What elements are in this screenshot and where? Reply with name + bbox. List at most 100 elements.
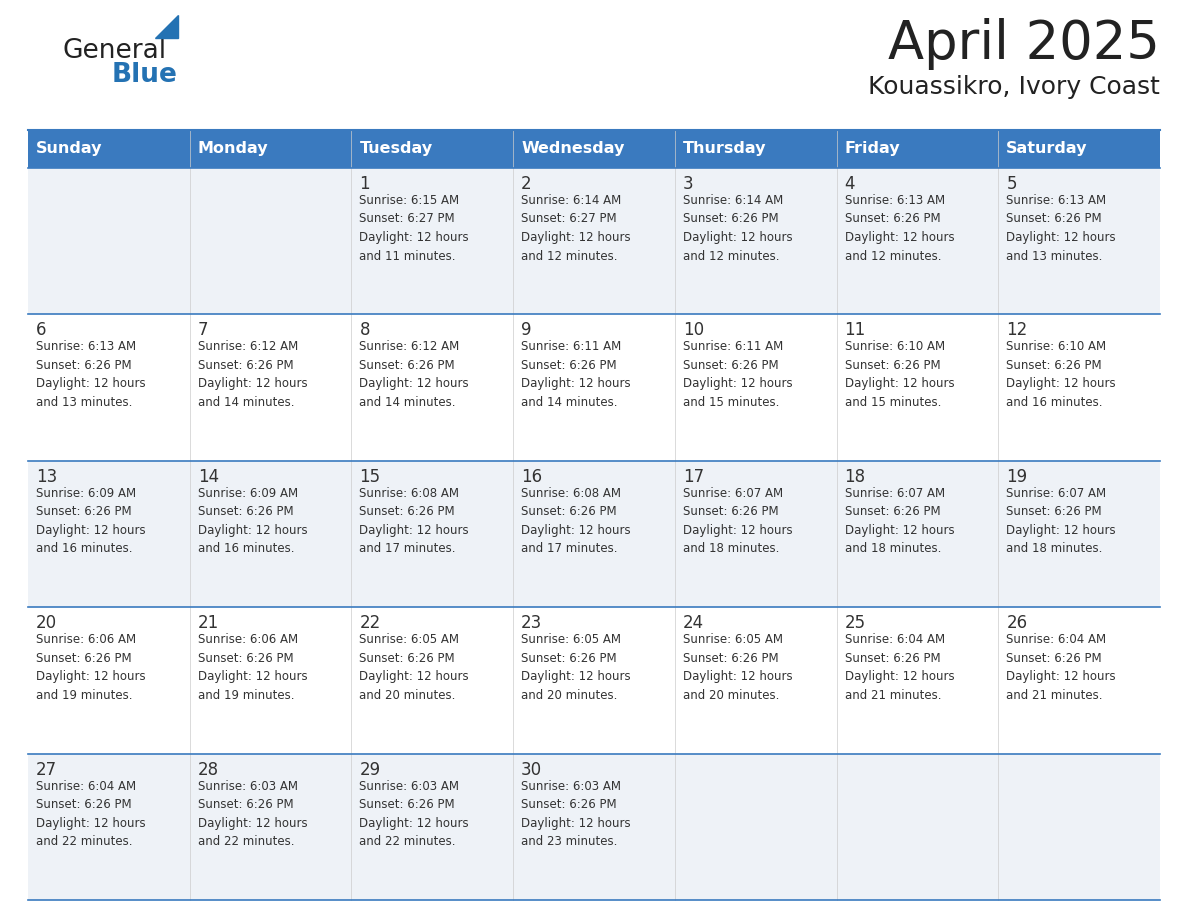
Bar (998, 168, 1159, 314)
Polygon shape (154, 15, 178, 38)
Bar (513, 461, 675, 607)
Bar (998, 461, 1159, 607)
Text: Sunrise: 6:08 AM
Sunset: 6:26 PM
Daylight: 12 hours
and 17 minutes.: Sunrise: 6:08 AM Sunset: 6:26 PM Dayligh… (360, 487, 469, 555)
Bar (513, 168, 675, 314)
Bar (836, 130, 998, 168)
Text: General: General (62, 38, 166, 64)
Bar (513, 314, 675, 461)
Text: Sunrise: 6:06 AM
Sunset: 6:26 PM
Daylight: 12 hours
and 19 minutes.: Sunrise: 6:06 AM Sunset: 6:26 PM Dayligh… (197, 633, 308, 701)
Bar (998, 754, 1159, 900)
Text: 11: 11 (845, 321, 866, 340)
Bar (998, 607, 1159, 754)
Text: Sunrise: 6:04 AM
Sunset: 6:26 PM
Daylight: 12 hours
and 21 minutes.: Sunrise: 6:04 AM Sunset: 6:26 PM Dayligh… (845, 633, 954, 701)
Text: 2: 2 (522, 175, 532, 193)
Text: Wednesday: Wednesday (522, 141, 625, 156)
Text: 3: 3 (683, 175, 694, 193)
Text: 6: 6 (36, 321, 46, 340)
Text: 13: 13 (36, 468, 57, 486)
Text: 18: 18 (845, 468, 866, 486)
Text: Sunday: Sunday (36, 141, 102, 156)
Bar (190, 314, 352, 461)
Bar (352, 754, 513, 900)
Text: 22: 22 (360, 614, 380, 633)
Bar (29, 461, 190, 607)
Bar (352, 130, 513, 168)
Bar (352, 314, 513, 461)
Text: Sunrise: 6:03 AM
Sunset: 6:26 PM
Daylight: 12 hours
and 22 minutes.: Sunrise: 6:03 AM Sunset: 6:26 PM Dayligh… (360, 779, 469, 848)
Bar (352, 607, 513, 754)
Text: Sunrise: 6:11 AM
Sunset: 6:26 PM
Daylight: 12 hours
and 15 minutes.: Sunrise: 6:11 AM Sunset: 6:26 PM Dayligh… (683, 341, 792, 409)
Bar (190, 130, 352, 168)
Text: 29: 29 (360, 761, 380, 778)
Text: Thursday: Thursday (683, 141, 766, 156)
Text: 5: 5 (1006, 175, 1017, 193)
Bar (513, 130, 675, 168)
Bar (190, 754, 352, 900)
Text: Sunrise: 6:07 AM
Sunset: 6:26 PM
Daylight: 12 hours
and 18 minutes.: Sunrise: 6:07 AM Sunset: 6:26 PM Dayligh… (683, 487, 792, 555)
Text: 10: 10 (683, 321, 704, 340)
Bar (836, 168, 998, 314)
Bar (352, 461, 513, 607)
Text: Sunrise: 6:04 AM
Sunset: 6:26 PM
Daylight: 12 hours
and 22 minutes.: Sunrise: 6:04 AM Sunset: 6:26 PM Dayligh… (36, 779, 146, 848)
Text: Sunrise: 6:07 AM
Sunset: 6:26 PM
Daylight: 12 hours
and 18 minutes.: Sunrise: 6:07 AM Sunset: 6:26 PM Dayligh… (845, 487, 954, 555)
Bar (836, 754, 998, 900)
Bar (513, 607, 675, 754)
Text: Sunrise: 6:13 AM
Sunset: 6:26 PM
Daylight: 12 hours
and 12 minutes.: Sunrise: 6:13 AM Sunset: 6:26 PM Dayligh… (845, 194, 954, 263)
Bar (190, 461, 352, 607)
Text: Sunrise: 6:12 AM
Sunset: 6:26 PM
Daylight: 12 hours
and 14 minutes.: Sunrise: 6:12 AM Sunset: 6:26 PM Dayligh… (197, 341, 308, 409)
Text: April 2025: April 2025 (889, 18, 1159, 70)
Text: Friday: Friday (845, 141, 901, 156)
Text: Sunrise: 6:07 AM
Sunset: 6:26 PM
Daylight: 12 hours
and 18 minutes.: Sunrise: 6:07 AM Sunset: 6:26 PM Dayligh… (1006, 487, 1116, 555)
Text: 27: 27 (36, 761, 57, 778)
Bar (29, 754, 190, 900)
Text: Sunrise: 6:10 AM
Sunset: 6:26 PM
Daylight: 12 hours
and 16 minutes.: Sunrise: 6:10 AM Sunset: 6:26 PM Dayligh… (1006, 341, 1116, 409)
Text: Sunrise: 6:13 AM
Sunset: 6:26 PM
Daylight: 12 hours
and 13 minutes.: Sunrise: 6:13 AM Sunset: 6:26 PM Dayligh… (36, 341, 146, 409)
Bar (29, 314, 190, 461)
Text: 1: 1 (360, 175, 369, 193)
Text: 21: 21 (197, 614, 219, 633)
Bar (675, 314, 836, 461)
Bar (675, 754, 836, 900)
Text: Blue: Blue (112, 62, 178, 88)
Bar (352, 168, 513, 314)
Text: Sunrise: 6:05 AM
Sunset: 6:26 PM
Daylight: 12 hours
and 20 minutes.: Sunrise: 6:05 AM Sunset: 6:26 PM Dayligh… (360, 633, 469, 701)
Text: 28: 28 (197, 761, 219, 778)
Text: 19: 19 (1006, 468, 1028, 486)
Text: Sunrise: 6:10 AM
Sunset: 6:26 PM
Daylight: 12 hours
and 15 minutes.: Sunrise: 6:10 AM Sunset: 6:26 PM Dayligh… (845, 341, 954, 409)
Bar (29, 130, 190, 168)
Text: Saturday: Saturday (1006, 141, 1088, 156)
Text: 4: 4 (845, 175, 855, 193)
Text: 16: 16 (522, 468, 542, 486)
Text: 26: 26 (1006, 614, 1028, 633)
Bar (998, 314, 1159, 461)
Text: Sunrise: 6:05 AM
Sunset: 6:26 PM
Daylight: 12 hours
and 20 minutes.: Sunrise: 6:05 AM Sunset: 6:26 PM Dayligh… (683, 633, 792, 701)
Text: 12: 12 (1006, 321, 1028, 340)
Bar (675, 130, 836, 168)
Text: Sunrise: 6:06 AM
Sunset: 6:26 PM
Daylight: 12 hours
and 19 minutes.: Sunrise: 6:06 AM Sunset: 6:26 PM Dayligh… (36, 633, 146, 701)
Text: 17: 17 (683, 468, 704, 486)
Text: 20: 20 (36, 614, 57, 633)
Text: Sunrise: 6:08 AM
Sunset: 6:26 PM
Daylight: 12 hours
and 17 minutes.: Sunrise: 6:08 AM Sunset: 6:26 PM Dayligh… (522, 487, 631, 555)
Bar (836, 607, 998, 754)
Bar (29, 607, 190, 754)
Bar (836, 461, 998, 607)
Text: Sunrise: 6:03 AM
Sunset: 6:26 PM
Daylight: 12 hours
and 23 minutes.: Sunrise: 6:03 AM Sunset: 6:26 PM Dayligh… (522, 779, 631, 848)
Text: 9: 9 (522, 321, 532, 340)
Text: Sunrise: 6:14 AM
Sunset: 6:26 PM
Daylight: 12 hours
and 12 minutes.: Sunrise: 6:14 AM Sunset: 6:26 PM Dayligh… (683, 194, 792, 263)
Text: 8: 8 (360, 321, 369, 340)
Bar (675, 461, 836, 607)
Text: 25: 25 (845, 614, 866, 633)
Text: Tuesday: Tuesday (360, 141, 432, 156)
Text: Sunrise: 6:15 AM
Sunset: 6:27 PM
Daylight: 12 hours
and 11 minutes.: Sunrise: 6:15 AM Sunset: 6:27 PM Dayligh… (360, 194, 469, 263)
Text: 23: 23 (522, 614, 543, 633)
Bar (675, 607, 836, 754)
Bar (836, 314, 998, 461)
Bar (513, 754, 675, 900)
Bar (29, 168, 190, 314)
Text: Kouassikro, Ivory Coast: Kouassikro, Ivory Coast (868, 75, 1159, 99)
Text: Monday: Monday (197, 141, 268, 156)
Bar (675, 168, 836, 314)
Bar (998, 130, 1159, 168)
Text: Sunrise: 6:11 AM
Sunset: 6:26 PM
Daylight: 12 hours
and 14 minutes.: Sunrise: 6:11 AM Sunset: 6:26 PM Dayligh… (522, 341, 631, 409)
Text: Sunrise: 6:05 AM
Sunset: 6:26 PM
Daylight: 12 hours
and 20 minutes.: Sunrise: 6:05 AM Sunset: 6:26 PM Dayligh… (522, 633, 631, 701)
